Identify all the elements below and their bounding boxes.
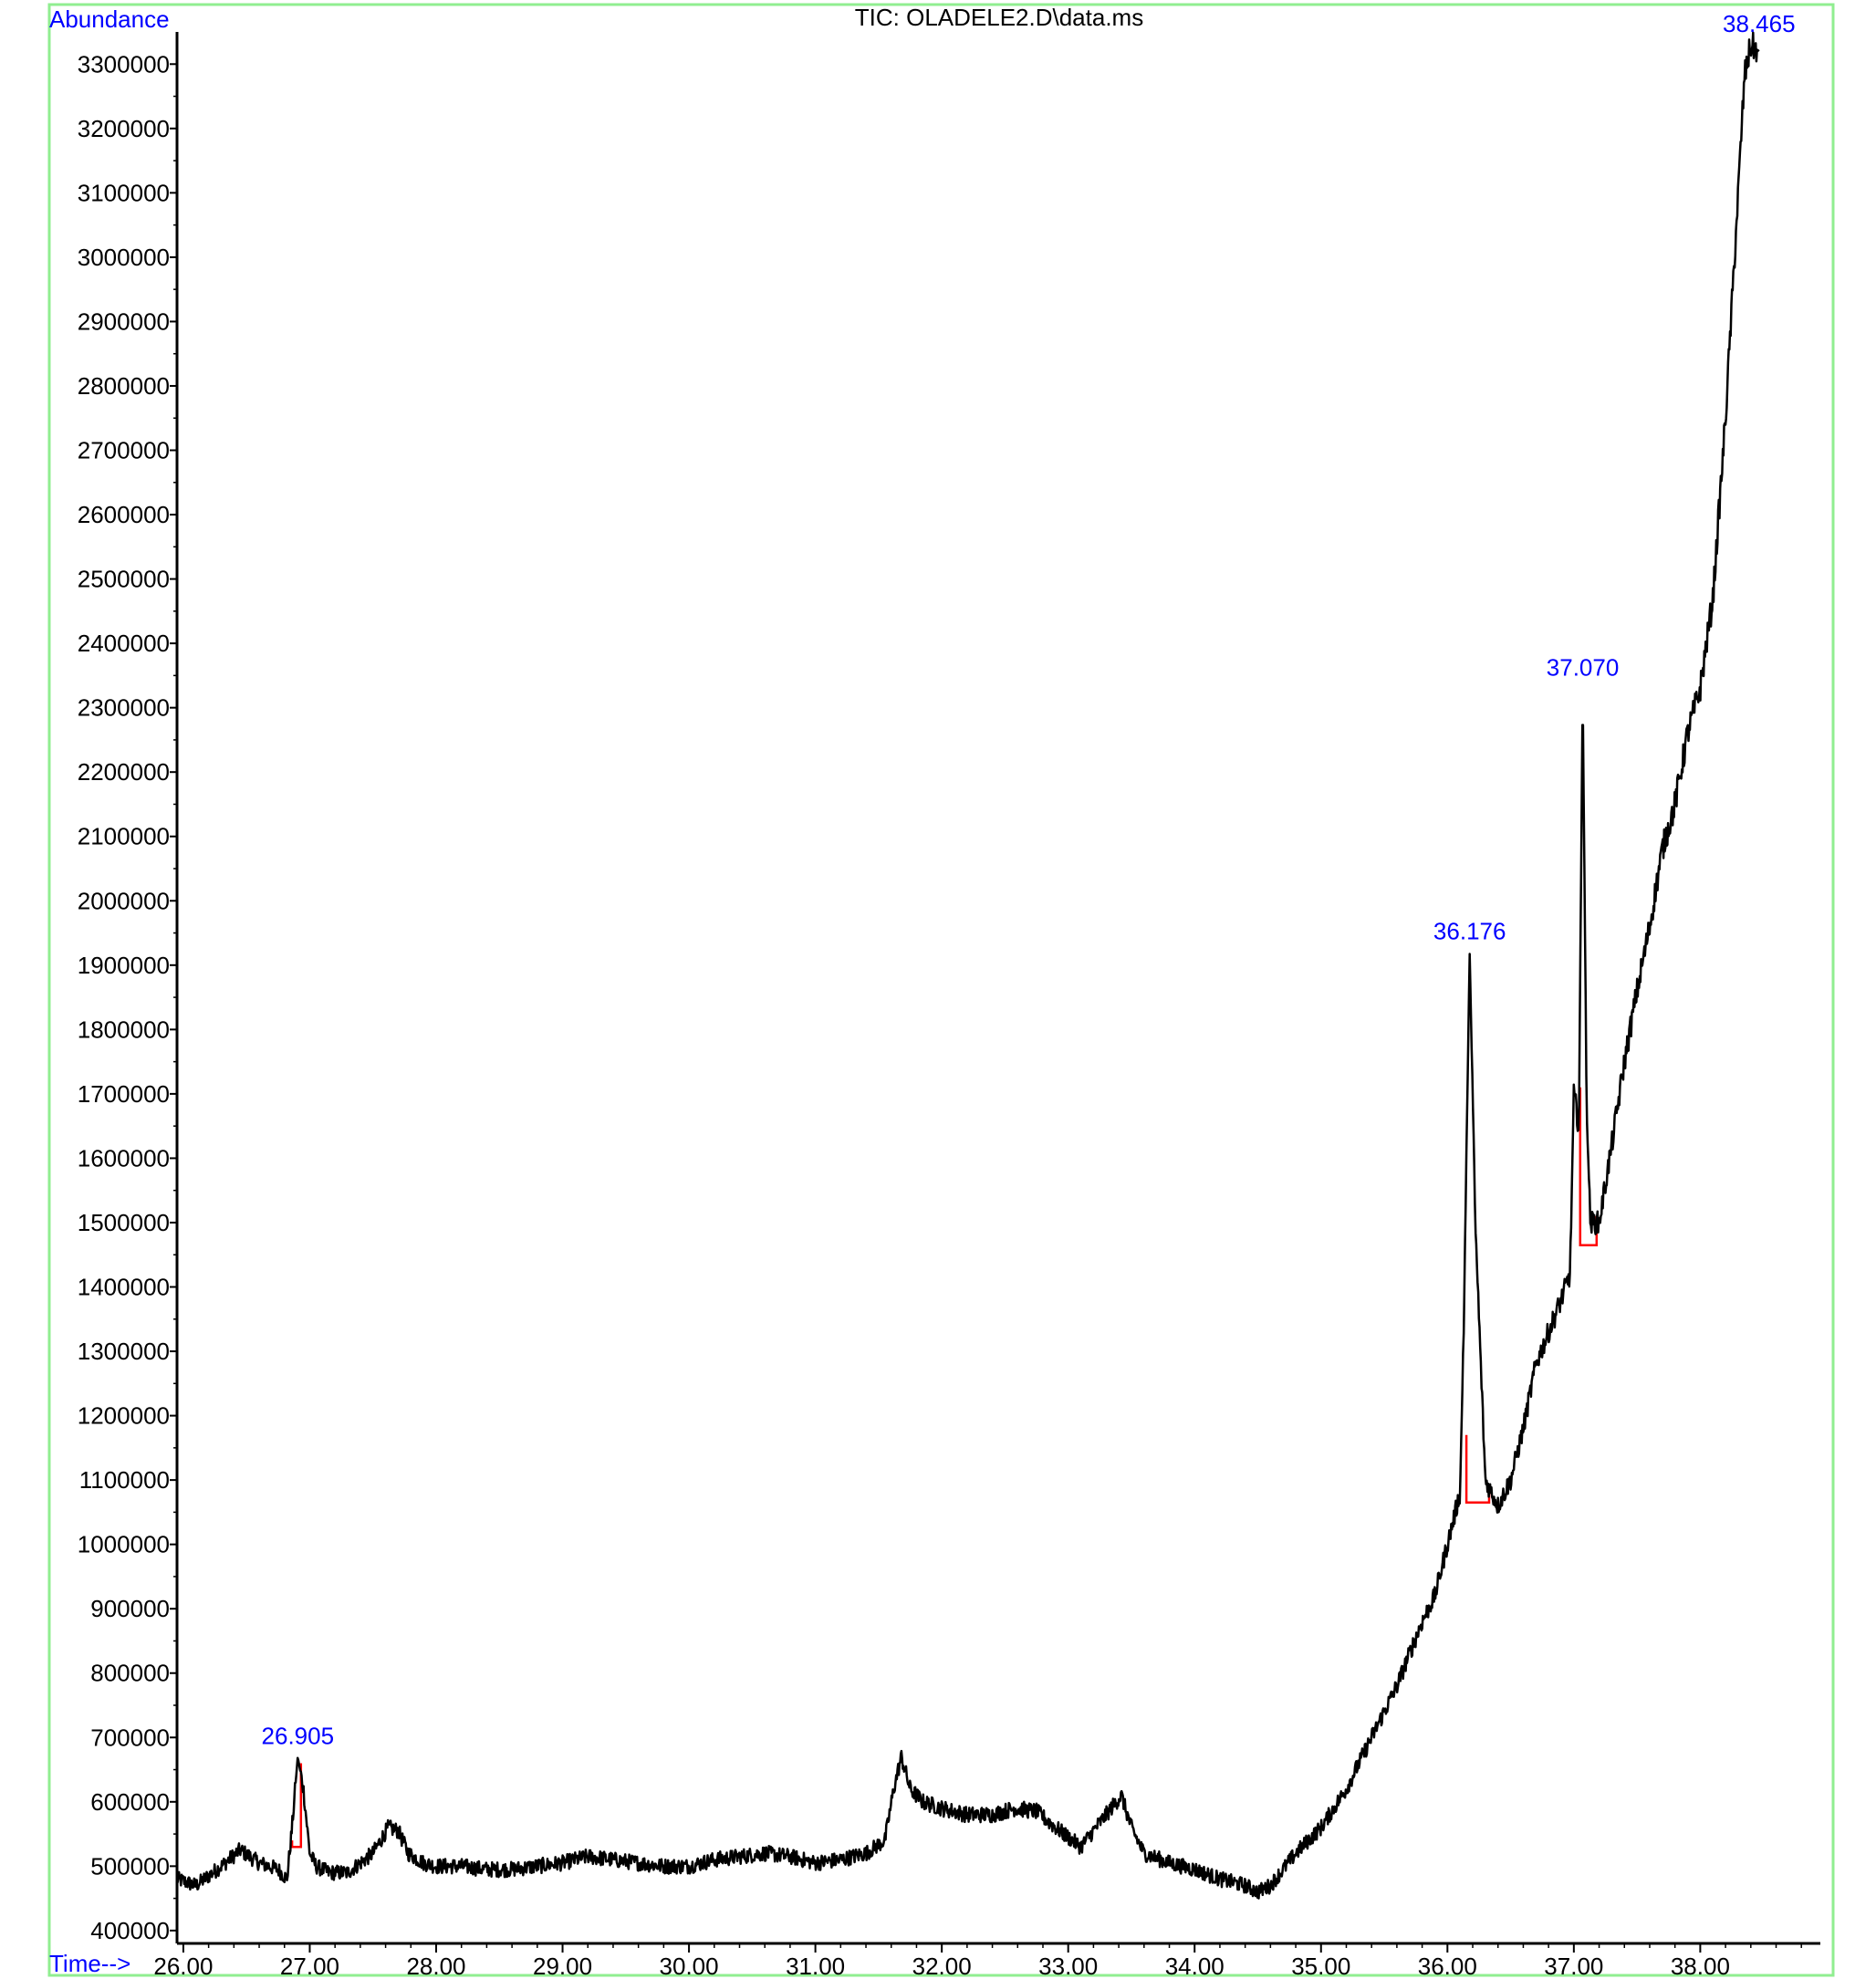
x-tick-label: 26.00: [153, 1953, 213, 1979]
y-axis-title: Abundance: [49, 5, 170, 33]
peak-label: 36.176: [1433, 918, 1506, 945]
y-tick-label: 2500000: [78, 566, 170, 593]
y-tick-label: 1700000: [78, 1080, 170, 1108]
y-tick-label: 2200000: [78, 758, 170, 786]
y-tick-label: 1100000: [79, 1466, 170, 1494]
y-tick-label: 2900000: [78, 307, 170, 335]
peak-labels: 26.905 36.176 37.070 38.465: [262, 10, 1796, 1749]
y-tick-label: 2700000: [78, 437, 170, 464]
y-tick-label: 3200000: [78, 115, 170, 142]
y-tick-label: 2300000: [78, 694, 170, 722]
x-tick-label: 35.00: [1291, 1953, 1350, 1979]
tic-trace-line: [175, 31, 1760, 1900]
x-tick-label: 36.00: [1418, 1953, 1477, 1979]
chart-frame: [47, 3, 1835, 1977]
y-tick-label: 700000: [90, 1724, 170, 1751]
integration-baseline-marker: [290, 1763, 303, 1849]
x-tick-label: 37.00: [1544, 1953, 1603, 1979]
chart-title: TIC: OLADELE2.D\data.ms: [855, 4, 1143, 31]
y-tick-label: 1200000: [78, 1402, 170, 1430]
x-tick-label: 30.00: [660, 1953, 719, 1979]
x-tick-label: 28.00: [406, 1953, 465, 1979]
y-tick-label: 3000000: [78, 244, 170, 271]
x-axis-title: Time-->: [49, 1950, 130, 1977]
y-axis-ticks: 400000 500000 600000 700000 800000 900000 1000…: [78, 50, 177, 1944]
y-tick-label: 400000: [90, 1917, 170, 1944]
y-tick-label: 2600000: [78, 501, 170, 528]
y-tick-label: 1400000: [78, 1274, 170, 1301]
y-tick-label: 2100000: [78, 823, 170, 850]
y-tick-label: 1800000: [78, 1016, 170, 1043]
y-tick-label: 800000: [90, 1660, 170, 1687]
x-tick-label: 27.00: [280, 1953, 339, 1979]
y-tick-label: 1600000: [78, 1144, 170, 1172]
y-tick-label: 1300000: [78, 1338, 170, 1365]
peak-label: 37.070: [1547, 653, 1620, 681]
y-tick-label: 3100000: [78, 179, 170, 206]
y-tick-label: 2800000: [78, 372, 170, 400]
x-tick-label: 29.00: [533, 1953, 592, 1979]
y-tick-label: 3300000: [78, 50, 170, 78]
x-tick-label: 33.00: [1038, 1953, 1098, 1979]
y-tick-label: 900000: [90, 1595, 170, 1622]
x-axis-ticks: 26.00 27.00 28.00 29.00 30.00 31.00 32.00 33.00…: [153, 1943, 1802, 1979]
integration-markers: [290, 1087, 1599, 1849]
y-tick-label: 1900000: [78, 952, 170, 979]
y-tick-label: 1500000: [78, 1209, 170, 1236]
peak-label: 38.465: [1723, 10, 1796, 37]
y-tick-label: 1000000: [78, 1531, 170, 1558]
x-tick-label: 32.00: [912, 1953, 972, 1979]
y-tick-label: 2000000: [78, 887, 170, 914]
x-tick-label: 38.00: [1671, 1953, 1730, 1979]
y-tick-label: 500000: [90, 1852, 170, 1880]
x-tick-label: 31.00: [786, 1953, 845, 1979]
x-tick-label: 34.00: [1165, 1953, 1225, 1979]
y-tick-label: 600000: [90, 1788, 170, 1816]
y-tick-label: 2400000: [78, 630, 170, 657]
peak-label: 26.905: [262, 1722, 335, 1749]
